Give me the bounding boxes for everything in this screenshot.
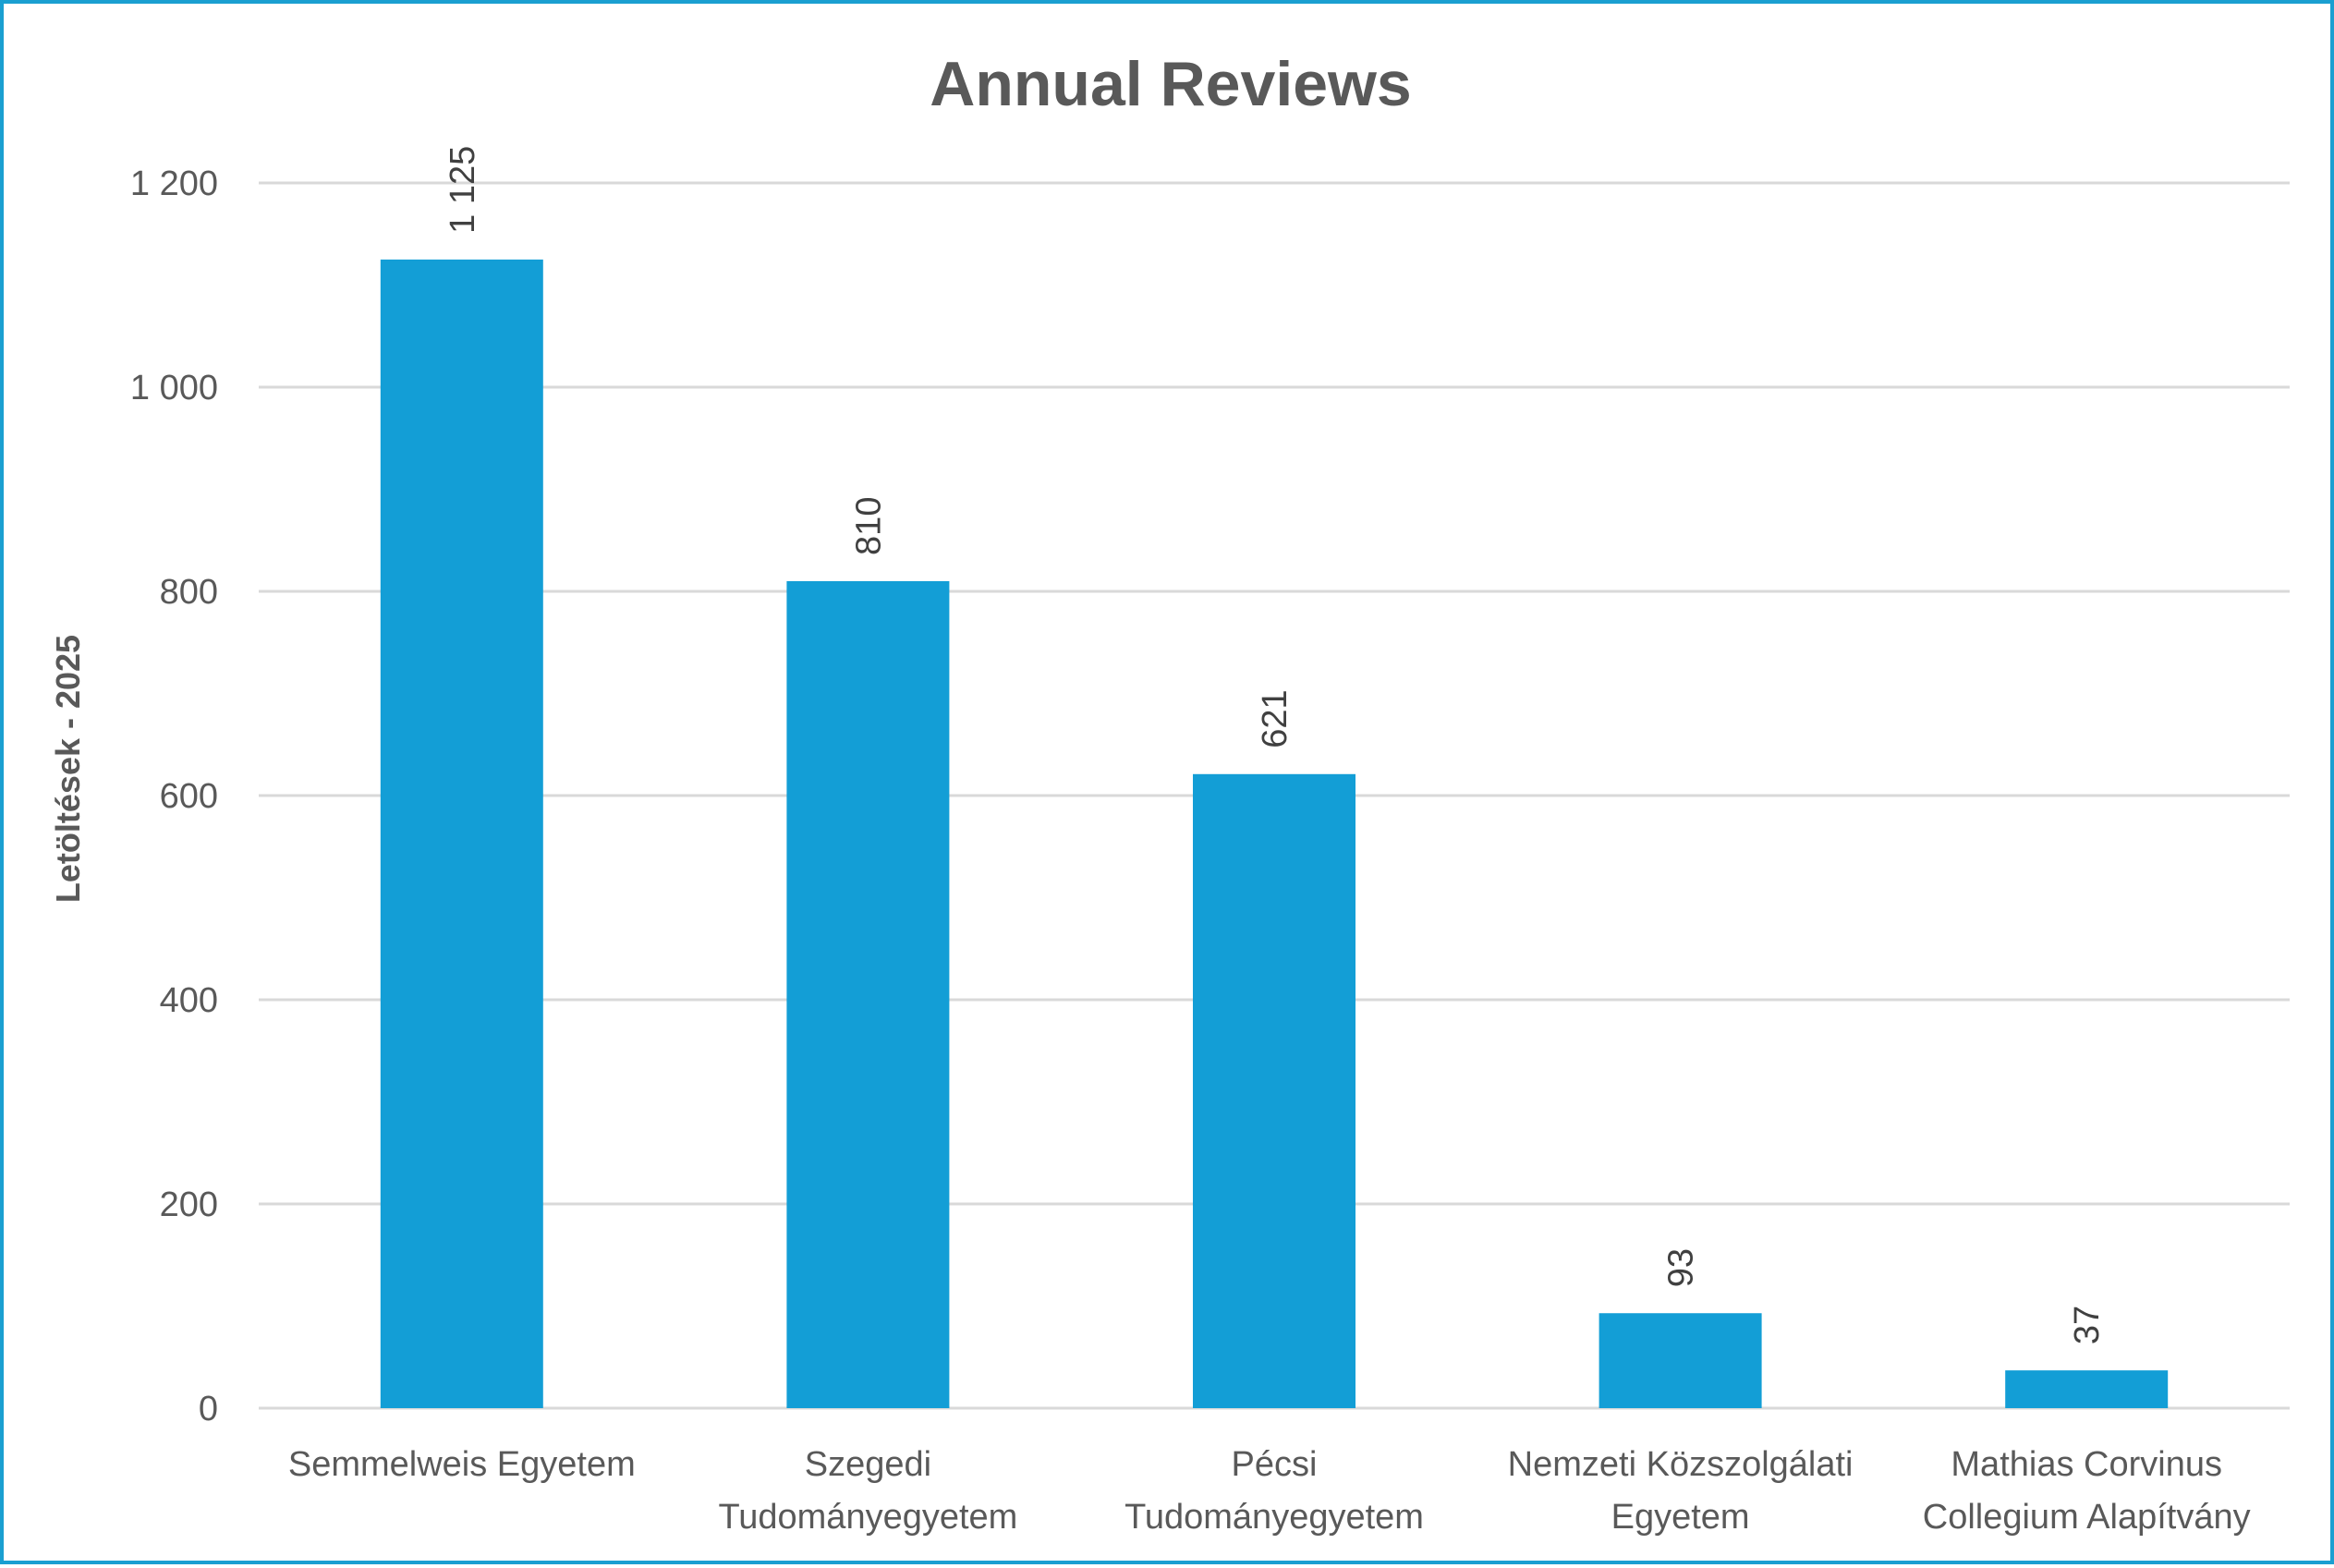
bar [380,259,543,1408]
y-tick-label: 600 [160,777,218,816]
x-category-label: Collegium Alapítvány [1923,1498,2251,1537]
x-category-label: Nemzeti Közszolgálati [1508,1445,1854,1484]
y-axis-label: Letöltések - 2025 [49,635,87,903]
x-category-label: Mathias Corvinus [1951,1445,2222,1484]
data-label: 93 [1662,1248,1701,1287]
bars [380,259,2169,1408]
bar [1193,773,1355,1408]
x-category-label: Tudományegyetem [1124,1498,1424,1537]
x-category-label: Szegedi [805,1445,931,1484]
data-labels: 1 125 810 621 93 37 [444,146,2107,1344]
x-category-label: Pécsi [1232,1445,1318,1484]
bar [2005,1370,2169,1408]
y-tick-label: 1 200 [130,164,218,203]
bar [786,580,950,1408]
x-category-label: Semmelweis Egyetem [288,1445,636,1484]
data-label: 1 125 [444,146,482,234]
chart-title: Annual Reviews [930,49,1412,119]
y-tick-label: 400 [160,981,218,1020]
y-axis-ticks: 0 200 400 600 800 1 000 1 200 [130,164,218,1428]
y-tick-label: 800 [160,573,218,612]
data-label: 37 [2068,1306,2107,1344]
data-label: 621 [1256,689,1295,748]
bar [1599,1313,1762,1408]
y-tick-label: 1 000 [130,369,218,407]
y-tick-label: 200 [160,1185,218,1224]
x-category-label: Tudományegyetem [718,1498,1017,1537]
bar-chart: Annual Reviews Letöltések - 2025 0 200 400… [49,49,2290,1537]
y-tick-label: 0 [199,1390,218,1428]
data-label: 810 [849,497,888,555]
x-axis-categories: Semmelweis Egyetem Szegedi Tudományegyetem… [288,1445,2251,1537]
x-category-label: Egyetem [1611,1498,1750,1537]
